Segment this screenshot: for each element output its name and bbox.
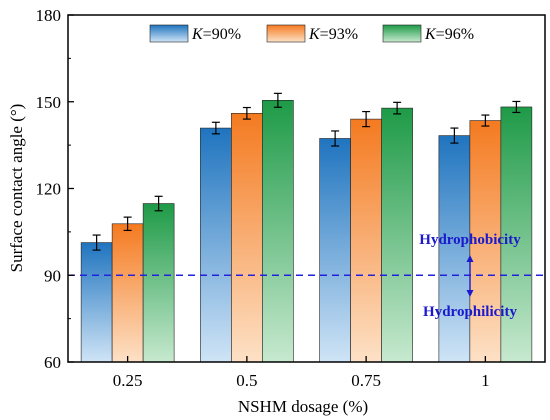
x-tick-label: 0.25 [113, 371, 143, 390]
x-tick-label: 0.75 [351, 371, 381, 390]
y-tick-label: 120 [36, 180, 62, 199]
legend-label-value: =96% [436, 26, 474, 43]
y-tick-label: 180 [36, 6, 62, 25]
legend-label: K=90% [191, 26, 241, 43]
bar [350, 118, 382, 363]
legend-label: K=93% [308, 26, 358, 43]
legend-label-variable: K [424, 26, 437, 43]
legend-label-value: =93% [320, 26, 358, 43]
arrow-head-down [466, 290, 474, 297]
bar [438, 135, 471, 363]
bar [231, 113, 263, 363]
y-axis-title: Surface contact angle (°) [7, 104, 26, 273]
x-tick-label: 1 [481, 371, 490, 390]
legend-label: K=96% [424, 26, 474, 43]
annotation-hydrophobicity: Hydrophobicity [419, 232, 521, 248]
x-tick-label: 0.5 [236, 371, 257, 390]
bar [381, 107, 413, 363]
legend-label-value: =90% [203, 26, 241, 43]
bar [262, 100, 294, 363]
bar [111, 223, 144, 363]
bar [319, 138, 351, 363]
legend-swatch [266, 24, 306, 43]
legend-label-variable: K [191, 26, 204, 43]
bar [500, 106, 533, 363]
legend-swatch [149, 24, 189, 43]
legend-swatch [382, 24, 422, 43]
y-tick-label: 150 [36, 93, 62, 112]
arrow-head-up [466, 255, 474, 262]
bar [80, 242, 113, 363]
bar [200, 127, 232, 363]
plot-frame [67, 14, 546, 363]
annotation-hydrophilicity: Hydrophilicity [423, 304, 517, 320]
legend-label-variable: K [308, 26, 321, 43]
x-axis-title: NSHM dosage (%) [238, 397, 368, 416]
y-tick-label: 90 [44, 266, 61, 285]
y-tick-label: 60 [44, 353, 61, 372]
bar [142, 203, 175, 363]
